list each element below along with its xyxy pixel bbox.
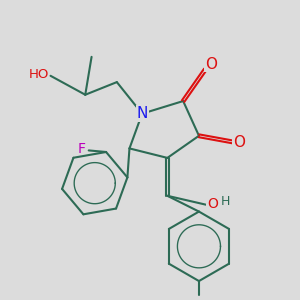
Text: N: N <box>136 106 148 121</box>
Text: O: O <box>205 57 217 72</box>
Text: H: H <box>221 195 230 208</box>
Text: O: O <box>207 197 218 211</box>
Text: HO: HO <box>28 68 49 81</box>
Text: O: O <box>233 135 245 150</box>
Text: F: F <box>78 142 86 157</box>
